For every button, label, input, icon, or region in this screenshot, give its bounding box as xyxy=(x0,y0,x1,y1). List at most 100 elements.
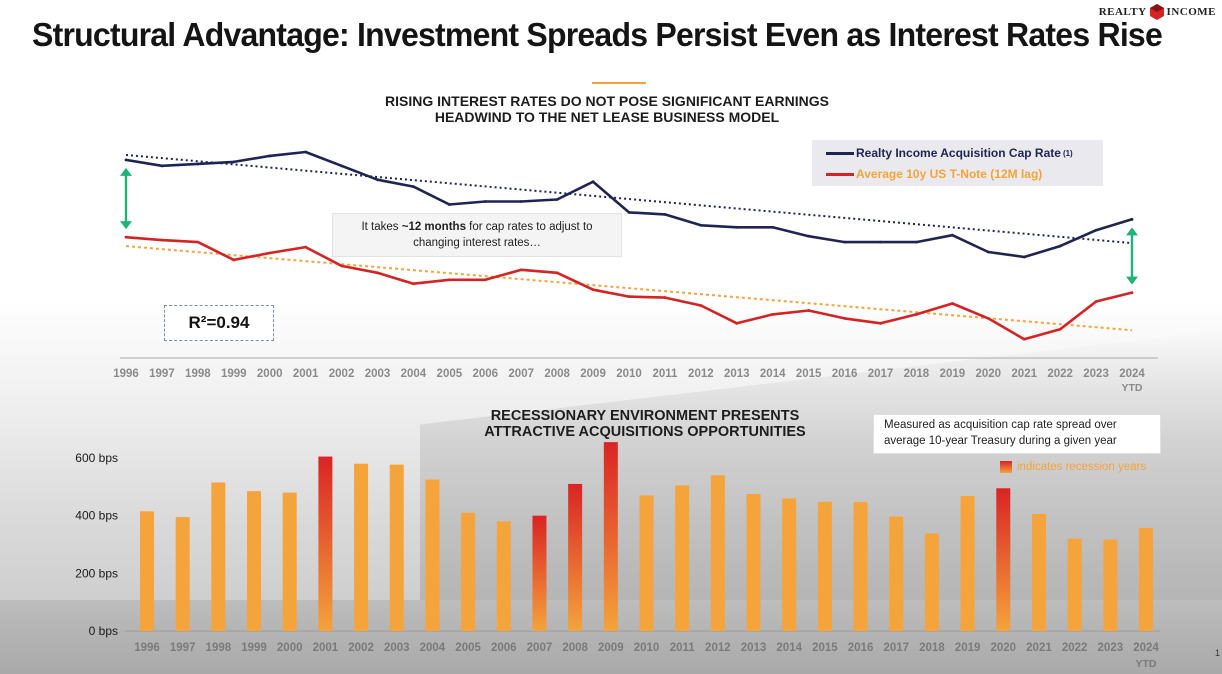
bar xyxy=(1103,539,1118,631)
line-point-series-2 xyxy=(1130,291,1134,295)
line-point-series-2 xyxy=(627,295,631,298)
bar-x-tick-label: 2011 xyxy=(670,642,696,654)
bar xyxy=(817,501,832,631)
legend-swatch-red xyxy=(826,172,854,176)
spread-arrow-last-year-head-up xyxy=(1126,227,1138,236)
recession-legend-label: indicates recession years xyxy=(1017,461,1147,473)
line-point-series-2 xyxy=(340,264,343,268)
bar xyxy=(247,491,262,631)
line-x-tick-label: 2022 xyxy=(1047,368,1073,380)
line-point-series-1 xyxy=(843,240,846,244)
line-point-series-2 xyxy=(663,296,667,299)
line-point-series-2 xyxy=(843,316,846,320)
line-point-series-1 xyxy=(124,158,128,162)
line-point-series-2 xyxy=(412,282,415,286)
bar xyxy=(675,485,690,631)
realty-income-logo-icon xyxy=(1149,4,1164,20)
line-chart-title-line2: HEADWIND TO THE NET LEASE BUSINESS MODEL xyxy=(434,109,780,125)
line-point-series-1 xyxy=(986,250,990,254)
line-x-tick-label: 2004 xyxy=(401,368,427,380)
line-x-tick-label: 2014 xyxy=(760,368,786,380)
line-point-series-2 xyxy=(268,251,272,255)
line-point-series-2 xyxy=(232,258,236,262)
line-x-tick-label: 2009 xyxy=(580,368,606,380)
line-point-series-1 xyxy=(160,164,164,168)
bar-x-tick-label: 1997 xyxy=(170,642,196,654)
bar-x-tick-label: 2016 xyxy=(848,642,874,654)
line-point-series-2 xyxy=(304,245,308,249)
bar-x-tick-label: 2017 xyxy=(883,642,909,654)
bar-x-tick-label: 2005 xyxy=(455,642,481,654)
bar xyxy=(924,533,939,631)
line-x-tick-label: 1999 xyxy=(221,368,247,380)
bar-x-tick-label: 2020 xyxy=(990,642,1016,654)
line-x-tick-label: 2010 xyxy=(616,368,642,380)
line-x-tick-label: 2002 xyxy=(329,368,355,380)
line-x-tick-label: 2001 xyxy=(293,368,319,380)
bar-x-tick-label: 2024 xyxy=(1133,642,1159,654)
line-x-tick-label: 2005 xyxy=(437,368,463,380)
line-x-tick-label: 1996 xyxy=(113,368,139,380)
line-point-series-1 xyxy=(735,225,739,229)
legend-item-cap-rate: Realty Income Acquisition Cap Rate (1) xyxy=(826,146,1073,160)
line-x-tick-label: 2013 xyxy=(724,368,750,380)
line-point-series-1 xyxy=(879,240,882,244)
line-point-series-1 xyxy=(268,154,272,158)
bar-chart-title-line2: ATTRACTIVE ACQUISITIONS OPPORTUNITIES xyxy=(484,424,806,440)
line-point-series-1 xyxy=(915,240,918,244)
line-x-tick-label: 2018 xyxy=(904,368,930,380)
line-x-tick-label: 2020 xyxy=(975,368,1001,380)
line-point-series-2 xyxy=(699,304,703,307)
spread-arrow-first-year-head-up xyxy=(120,167,132,176)
line-point-series-1 xyxy=(232,160,236,164)
bar xyxy=(639,495,654,631)
line-point-series-2 xyxy=(519,268,523,272)
spread-callout-line2: average 10-year Treasury during a given … xyxy=(884,435,1117,447)
bar xyxy=(282,492,297,631)
line-x-tick-label: 2017 xyxy=(868,368,894,380)
bar-x-tick-label: 2023 xyxy=(1098,642,1124,654)
line-point-series-2 xyxy=(591,288,595,292)
r-squared-box: R²=0.94 xyxy=(164,305,274,341)
spread-arrow-last-year-head-down xyxy=(1126,276,1138,285)
lag-callout: It takes ~12 months for cap rates to adj… xyxy=(332,213,622,257)
logo-text-right: INCOME xyxy=(1166,6,1216,18)
bar-x-tick-label: 2000 xyxy=(277,642,303,654)
line-point-series-1 xyxy=(519,200,523,203)
legend-item-treasury: Average 10y US T-Note (12M lag) xyxy=(826,167,1042,181)
bar-x-tick-label: 1998 xyxy=(206,642,232,654)
line-point-series-1 xyxy=(950,233,954,237)
line-x-tick-label: 2019 xyxy=(940,368,966,380)
bar-x-tick-label: 2010 xyxy=(634,642,660,654)
legend-swatch-navy xyxy=(826,151,854,155)
bar-recession-year xyxy=(532,515,547,631)
lag-callout-line1: It takes ~12 months for cap rates to adj… xyxy=(361,219,592,235)
line-point-series-1 xyxy=(807,234,811,238)
line-point-series-2 xyxy=(735,321,739,325)
page-title: Structural Advantage: Investment Spreads… xyxy=(32,16,1163,53)
line-point-series-2 xyxy=(950,302,954,305)
bar-y-tick-label: 600 bps xyxy=(75,451,118,465)
bar xyxy=(1139,528,1153,631)
line-point-series-1 xyxy=(447,203,451,206)
bar xyxy=(425,479,440,631)
bar-recession-year xyxy=(996,488,1011,631)
line-x-tick-label: 2006 xyxy=(472,368,498,380)
legend-footnote: (1) xyxy=(1062,148,1073,158)
line-x-tick-label: 2021 xyxy=(1011,368,1037,380)
bar-x-tick-label: 2013 xyxy=(741,642,767,654)
bar-x-tick-label: 2006 xyxy=(491,642,517,654)
line-x-tick-label: 1997 xyxy=(149,368,175,380)
line-point-series-1 xyxy=(376,178,379,182)
legend-label-cap-rate: Realty Income Acquisition Cap Rate xyxy=(856,146,1061,160)
line-chart-title-line1: RISING INTEREST RATES DO NOT POSE SIGNIF… xyxy=(385,93,829,109)
page-number: 1 xyxy=(1214,648,1220,658)
line-point-series-1 xyxy=(304,150,308,154)
bar-x-tick-label: 2022 xyxy=(1062,642,1088,654)
line-x-tick-label: 2003 xyxy=(365,368,391,380)
line-point-series-1 xyxy=(1094,228,1098,232)
line-point-series-2 xyxy=(483,278,487,282)
bar-x-tick-label: 2004 xyxy=(420,642,446,654)
company-logo: REALTY INCOME xyxy=(1099,4,1216,20)
line-x-tick-label: 2000 xyxy=(257,368,283,380)
